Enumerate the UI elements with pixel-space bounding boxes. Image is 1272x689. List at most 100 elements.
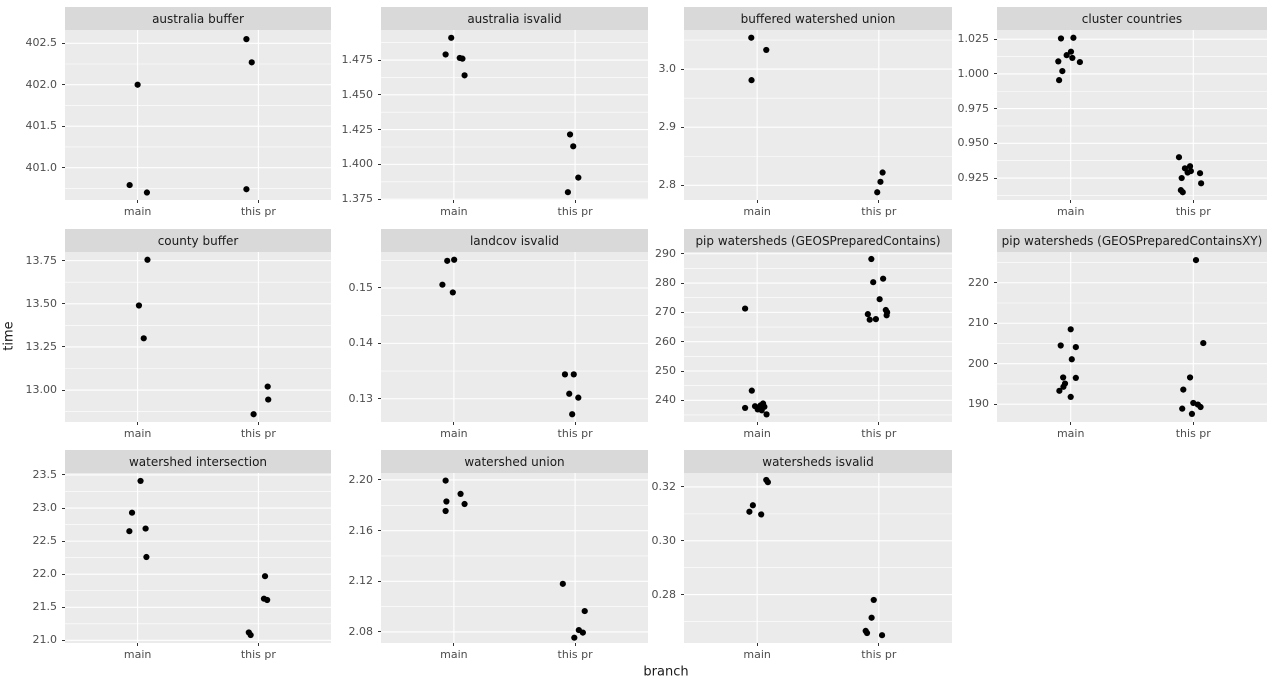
facet-strip: watershed union bbox=[381, 450, 648, 473]
data-point bbox=[763, 411, 770, 418]
y-tick-label: 0.950 bbox=[957, 136, 990, 150]
facet-panel bbox=[381, 30, 648, 200]
y-tick-mark bbox=[378, 94, 381, 96]
facet-strip: australia buffer bbox=[65, 7, 331, 30]
data-point bbox=[443, 498, 450, 505]
data-point bbox=[243, 36, 250, 43]
panel-background bbox=[684, 252, 952, 422]
data-point bbox=[1069, 54, 1076, 62]
data-point bbox=[1200, 339, 1207, 347]
y-tick-label: 190 bbox=[968, 397, 989, 411]
panel-background bbox=[684, 30, 952, 200]
data-point bbox=[864, 311, 871, 318]
y-tick-label: 2.12 bbox=[348, 574, 374, 588]
y-tick-label: 1.025 bbox=[957, 32, 990, 46]
data-point bbox=[1072, 344, 1079, 351]
data-point bbox=[144, 256, 151, 263]
y-tick-label: 200 bbox=[968, 356, 989, 370]
x-tick-label: this pr bbox=[861, 648, 897, 661]
data-point bbox=[1197, 403, 1204, 411]
y-tick-label: 260 bbox=[655, 334, 676, 348]
y-tick-label: 270 bbox=[655, 305, 676, 319]
facet-panel bbox=[65, 252, 331, 422]
data-point bbox=[764, 479, 771, 486]
x-tick-label: this pr bbox=[861, 427, 897, 440]
facet-panel bbox=[997, 30, 1267, 200]
data-point bbox=[247, 631, 254, 639]
y-tick-label: 1.375 bbox=[341, 192, 374, 206]
x-tick-mark bbox=[878, 643, 880, 646]
y-tick-label: 0.32 bbox=[651, 479, 677, 493]
facet-panel bbox=[684, 473, 952, 643]
facet-strip: cluster countries bbox=[997, 7, 1267, 30]
facet-strip: county buffer bbox=[65, 229, 331, 252]
x-tick-label: this pr bbox=[861, 205, 897, 218]
data-point bbox=[137, 477, 144, 485]
y-tick-mark bbox=[681, 68, 684, 70]
panel-background bbox=[997, 30, 1267, 200]
y-tick-label: 2.8 bbox=[658, 178, 677, 192]
panel-background bbox=[684, 473, 952, 643]
data-point bbox=[1055, 58, 1062, 65]
y-tick-mark bbox=[681, 486, 684, 488]
data-point bbox=[763, 46, 770, 54]
y-tick-label: 0.30 bbox=[651, 533, 677, 547]
data-point bbox=[1059, 68, 1066, 75]
data-point bbox=[264, 383, 271, 390]
y-tick-label: 290 bbox=[655, 246, 676, 260]
y-tick-mark bbox=[994, 282, 997, 284]
y-tick-mark bbox=[378, 479, 381, 481]
data-point bbox=[1076, 58, 1083, 66]
data-point bbox=[442, 477, 449, 484]
data-point bbox=[868, 614, 875, 621]
x-tick-mark bbox=[137, 422, 139, 425]
data-point bbox=[444, 257, 451, 264]
x-tick-mark bbox=[1070, 422, 1072, 425]
x-tick-mark bbox=[137, 200, 139, 203]
data-point bbox=[742, 404, 749, 412]
panel-background bbox=[65, 252, 331, 422]
x-tick-mark bbox=[1192, 422, 1194, 425]
x-tick-label: this pr bbox=[557, 427, 593, 440]
y-tick-mark bbox=[62, 639, 65, 641]
data-point bbox=[863, 629, 871, 637]
y-tick-label: 0.925 bbox=[957, 171, 990, 185]
y-tick-label: 21.5 bbox=[32, 600, 58, 614]
data-point bbox=[579, 629, 586, 636]
facet-strip: pip watersheds (GEOSPreparedContainsXY) bbox=[997, 229, 1267, 252]
y-tick-mark bbox=[62, 389, 65, 391]
data-point bbox=[243, 186, 250, 193]
y-tick-mark bbox=[62, 474, 65, 476]
data-point bbox=[1072, 374, 1079, 381]
x-tick-mark bbox=[574, 422, 576, 425]
y-tick-label: 0.28 bbox=[651, 587, 677, 601]
data-point bbox=[868, 255, 875, 263]
data-point bbox=[451, 256, 458, 263]
y-tick-mark bbox=[378, 59, 381, 61]
data-point bbox=[870, 279, 877, 286]
data-point bbox=[1186, 163, 1194, 170]
data-point bbox=[128, 509, 136, 516]
data-point bbox=[134, 81, 141, 88]
y-tick-mark bbox=[62, 260, 65, 262]
y-tick-mark bbox=[994, 38, 997, 40]
data-point bbox=[1067, 326, 1074, 333]
data-point bbox=[1070, 34, 1077, 41]
y-tick-mark bbox=[994, 322, 997, 324]
data-point bbox=[874, 189, 881, 196]
data-point bbox=[1196, 170, 1204, 177]
data-point bbox=[748, 387, 755, 394]
y-tick-mark bbox=[378, 342, 381, 344]
y-tick-label: 21.0 bbox=[32, 633, 58, 647]
data-point bbox=[758, 511, 765, 518]
panel-background bbox=[997, 252, 1267, 422]
data-point bbox=[135, 302, 143, 309]
x-tick-label: this pr bbox=[1175, 205, 1211, 218]
y-tick-mark bbox=[681, 253, 684, 255]
y-tick-mark bbox=[378, 398, 381, 400]
y-tick-label: 1.425 bbox=[341, 122, 374, 136]
data-point bbox=[581, 607, 588, 615]
data-point bbox=[126, 181, 133, 189]
y-tick-mark bbox=[681, 184, 684, 186]
data-point bbox=[250, 411, 257, 418]
